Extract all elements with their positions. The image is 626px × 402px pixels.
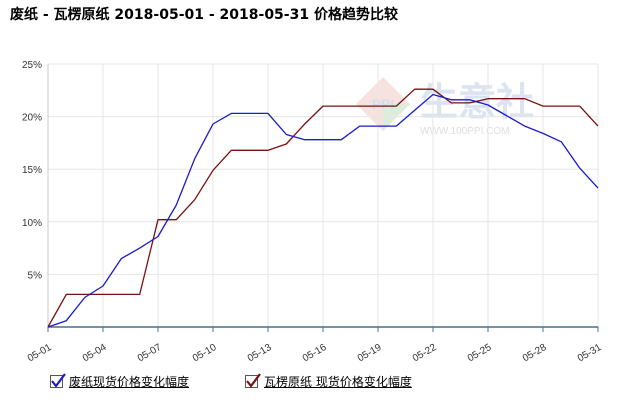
axes	[47, 64, 599, 332]
watermark: PPI 生意社 WWW.100PPI.COM	[356, 77, 534, 137]
x-tick-label: 05-19	[356, 342, 384, 365]
y-tick-label: 15%	[22, 165, 42, 176]
x-tick-label: 05-22	[411, 342, 439, 365]
series-group	[47, 88, 599, 328]
legend-label-1: 废纸现货价格变化幅度	[69, 374, 190, 389]
x-tick-label: 05-31	[576, 342, 604, 365]
series-line-2	[47, 88, 599, 328]
x-tick-label: 05-07	[136, 342, 164, 365]
legend-item-2[interactable]: 瓦楞原纸 现货价格变化幅度	[245, 371, 412, 391]
x-tick-label: 05-25	[466, 342, 494, 365]
x-tick-label: 05-04	[81, 342, 109, 365]
x-tick-label: 05-16	[301, 342, 329, 365]
legend-label-2: 瓦楞原纸 现货价格变化幅度	[264, 374, 412, 389]
watermark-logo-diamond	[356, 77, 410, 131]
x-tick-label: 05-13	[246, 342, 274, 365]
y-tick-label: 10%	[22, 218, 42, 229]
series-line-1	[47, 93, 599, 328]
chart-title: 废纸 - 瓦楞原纸 2018-05-01 - 2018-05-31 价格趋势比较	[10, 7, 398, 23]
x-tick-label: 05-01	[26, 342, 54, 365]
y-tick-label: 5%	[28, 270, 43, 281]
x-tick-label: 05-28	[521, 342, 549, 365]
watermark-logo-text: PPI	[372, 96, 395, 112]
check-icon	[51, 372, 66, 388]
legend-checkbox-1[interactable]	[50, 372, 66, 388]
y-tick-label: 25%	[22, 60, 42, 71]
legend-item-1[interactable]: 废纸现货价格变化幅度	[50, 371, 189, 391]
legend-checkbox-2[interactable]	[245, 372, 261, 388]
check-icon	[246, 372, 261, 388]
y-tick-label: 20%	[22, 113, 42, 124]
x-tick-label: 05-10	[191, 342, 219, 365]
watermark-url: WWW.100PPI.COM	[420, 126, 509, 137]
